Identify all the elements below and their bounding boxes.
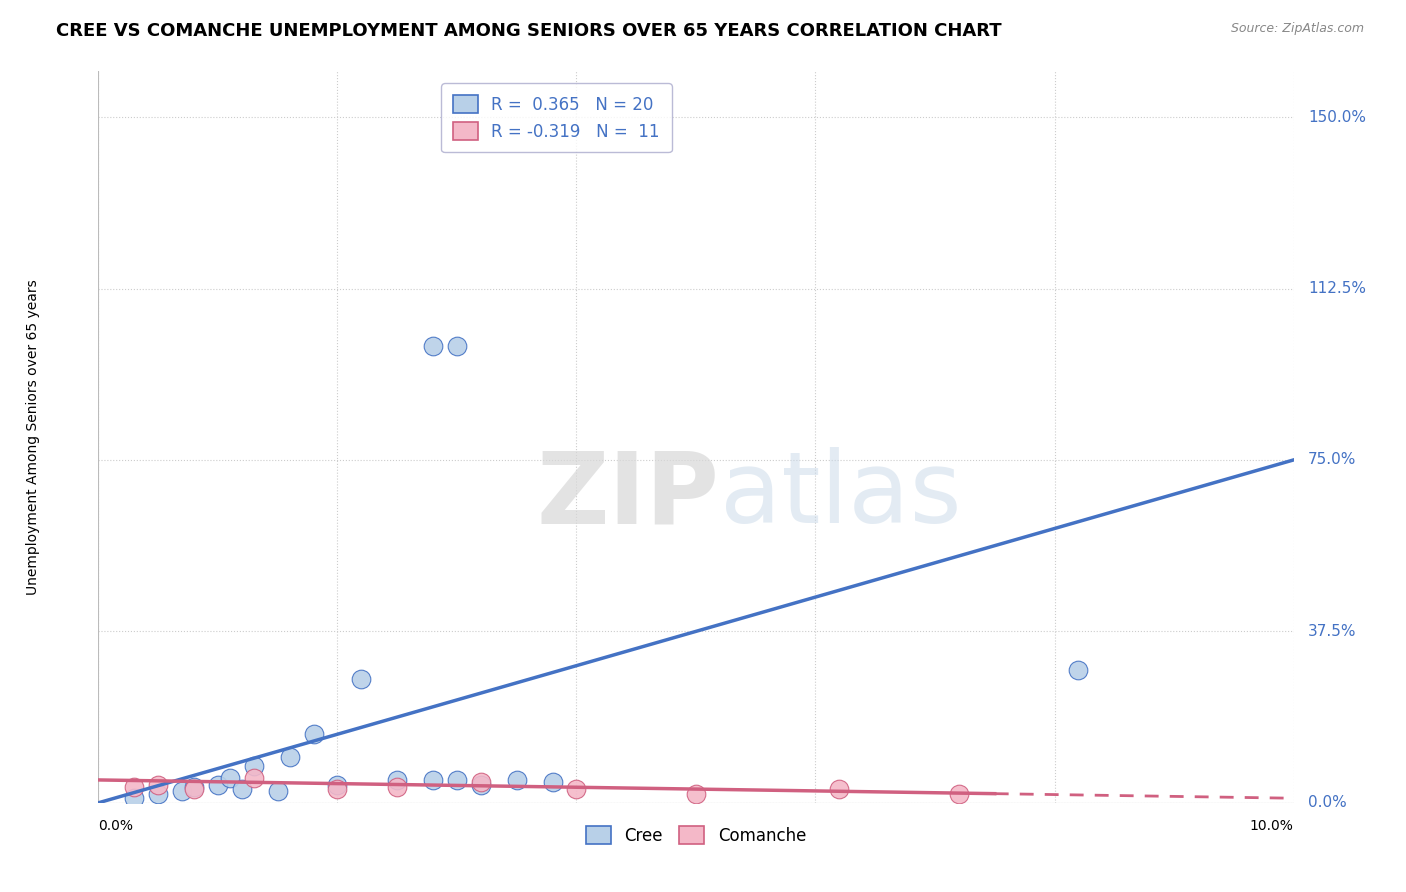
Point (231, 782, 253, 797)
Point (506, 772, 529, 787)
Text: 37.5%: 37.5% (1308, 624, 1357, 639)
Point (470, 778, 492, 792)
Text: 150.0%: 150.0% (1308, 110, 1365, 125)
Text: 112.5%: 112.5% (1308, 281, 1365, 296)
Text: ZIP: ZIP (537, 447, 720, 544)
Text: CREE VS COMANCHE UNEMPLOYMENT AMONG SENIORS OVER 65 YEARS CORRELATION CHART: CREE VS COMANCHE UNEMPLOYMENT AMONG SENI… (56, 22, 1002, 40)
Point (1067, 663, 1090, 677)
Point (470, 775, 492, 789)
Point (148, 787, 170, 801)
Point (685, 787, 707, 801)
Point (243, 759, 266, 773)
Point (124, 791, 146, 805)
Text: 0.0%: 0.0% (1308, 796, 1347, 810)
Point (148, 778, 170, 792)
Point (302, 727, 325, 741)
Point (385, 780, 409, 794)
Point (183, 782, 205, 797)
Point (385, 772, 409, 787)
Point (267, 784, 290, 798)
Point (541, 775, 564, 789)
Point (278, 750, 301, 764)
Point (326, 778, 349, 792)
Point (565, 782, 588, 797)
Point (446, 772, 468, 787)
Point (948, 787, 970, 801)
Text: Unemployment Among Seniors over 65 years: Unemployment Among Seniors over 65 years (25, 279, 39, 595)
Point (828, 782, 851, 797)
Point (350, 673, 373, 687)
Point (243, 771, 266, 785)
Point (124, 780, 146, 794)
Text: 10.0%: 10.0% (1250, 819, 1294, 833)
Point (326, 782, 349, 797)
Text: 75.0%: 75.0% (1308, 452, 1357, 467)
Text: Source: ZipAtlas.com: Source: ZipAtlas.com (1230, 22, 1364, 36)
Text: 0.0%: 0.0% (98, 819, 134, 833)
Point (219, 771, 242, 785)
Point (422, 772, 444, 787)
Point (172, 784, 194, 798)
Point (446, 338, 468, 352)
Point (183, 780, 205, 794)
Point (207, 778, 229, 792)
Point (422, 338, 444, 352)
Legend: Cree, Comanche: Cree, Comanche (578, 818, 814, 853)
Text: atlas: atlas (720, 447, 962, 544)
